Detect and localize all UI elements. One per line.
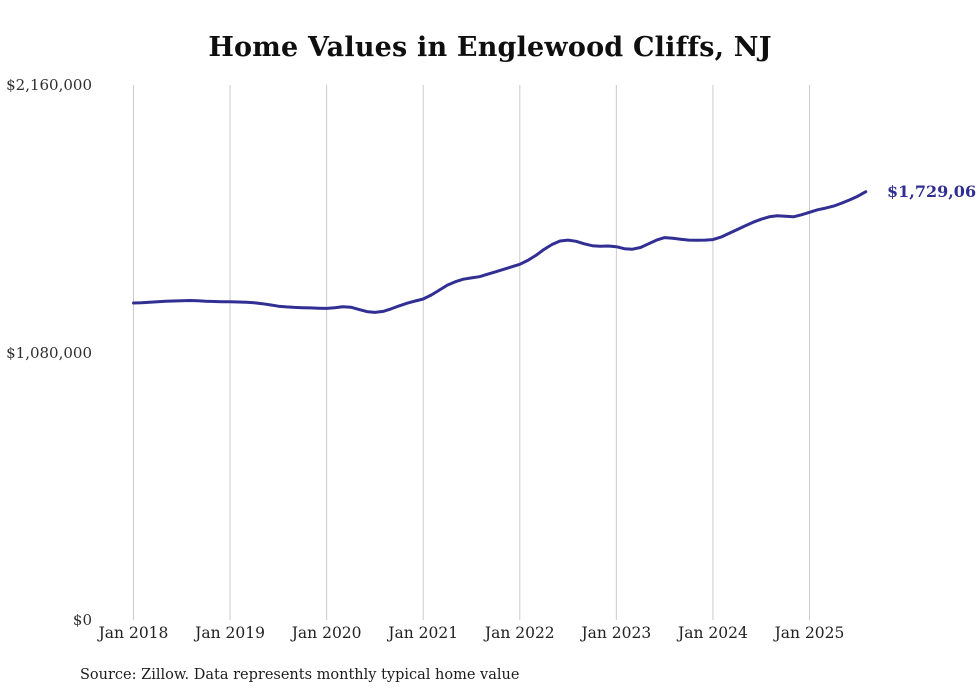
source-note: Source: Zillow. Data represents monthly … [80, 667, 520, 683]
x-axis-tick-label: Jan 2022 [484, 624, 555, 642]
y-axis-tick-label: $2,160,000 [6, 76, 92, 94]
y-axis-tick-label: $0 [72, 611, 92, 629]
y-axis-tick-label: $1,080,000 [6, 344, 92, 362]
x-axis-tick-label: Jan 2023 [581, 624, 652, 642]
x-axis-tick-label: Jan 2020 [291, 624, 362, 642]
x-axis-tick-label: Jan 2024 [678, 624, 748, 642]
home-value-line [132, 190, 868, 314]
x-axis-tick-label: Jan 2025 [774, 624, 845, 642]
chart-title: Home Values in Englewood Cliffs, NJ [208, 32, 772, 63]
x-axis-tick-label: Jan 2018 [98, 624, 169, 642]
last-value-label: $1,729,06 [887, 181, 977, 201]
x-axis-tick-label: Jan 2019 [195, 624, 265, 642]
x-axis-tick-label: Jan 2021 [388, 624, 459, 642]
